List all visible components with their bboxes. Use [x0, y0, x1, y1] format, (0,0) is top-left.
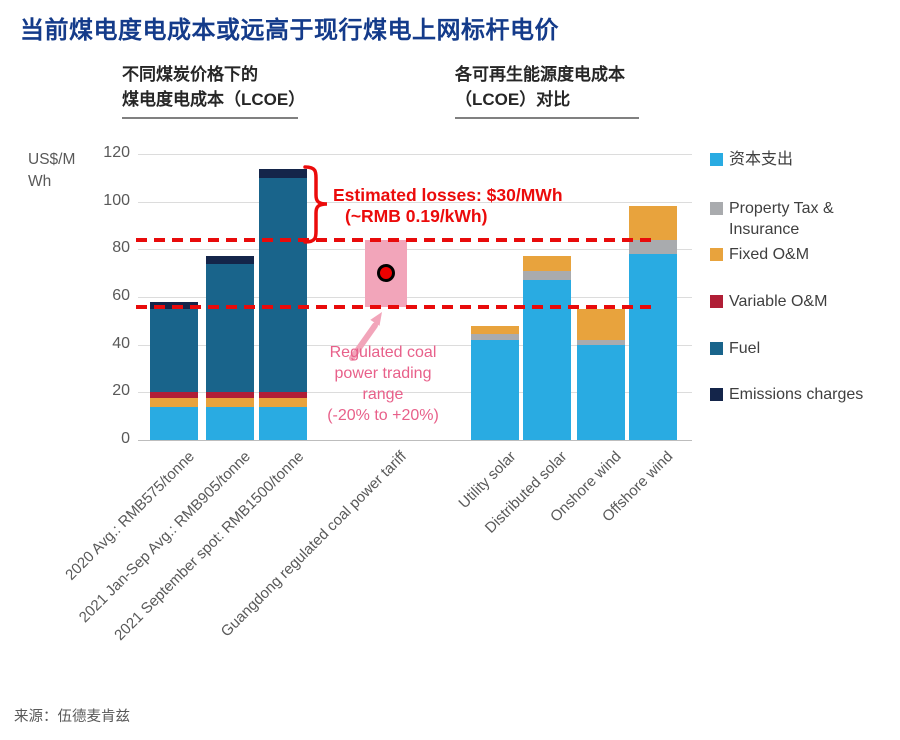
left-panel-subtitle-line2: 煤电度电成本（LCOE）	[122, 90, 306, 109]
gridline	[138, 201, 692, 203]
bar-segment-fixed_om	[576, 308, 625, 340]
legend-label-fuel: Fuel	[729, 340, 761, 357]
estimated-losses-line1: Estimated losses: $30/MWh	[333, 185, 563, 205]
gridline	[138, 392, 692, 394]
legend-swatch-variable_om	[710, 295, 723, 308]
y-tick-label: 0	[121, 430, 130, 447]
bar-segment-capital	[259, 406, 307, 440]
y-tick-label: 40	[112, 334, 130, 352]
losses-brace-icon	[303, 165, 328, 244]
lower-dashed-line	[136, 304, 651, 309]
right-panel-subtitle: 各可再生能源度电成本 （LCOE）对比	[455, 62, 625, 112]
legend-item-variable_om: Variable O&M	[710, 291, 891, 312]
bar-segment-property_tax	[471, 333, 519, 340]
legend-item-fuel: Fuel	[710, 338, 891, 359]
legend-swatch-capital	[710, 153, 723, 166]
y-tick-label: 20	[112, 382, 130, 400]
bar-segment-fixed_om	[628, 206, 677, 240]
right-panel-subtitle-line1: 各可再生能源度电成本	[455, 65, 625, 84]
bar-segment-fixed_om	[522, 256, 571, 271]
gridline	[138, 154, 692, 155]
right-panel-underline	[455, 117, 639, 119]
bar-segment-capital	[576, 344, 625, 440]
bar-segment-property_tax	[522, 270, 571, 281]
bar-segment-fuel	[150, 308, 198, 393]
y-tick-label: 120	[103, 144, 130, 161]
bar-segment-fixed_om	[150, 398, 198, 407]
trading-range-annotation: Regulated coal power trading range (-20%…	[327, 344, 439, 424]
upper-dashed-line	[136, 237, 651, 242]
bar-segment-variable_om	[205, 392, 254, 399]
bar-segment-emissions	[205, 256, 254, 264]
legend-swatch-fuel	[710, 342, 723, 355]
legend-item-fixed_om: Fixed O&M	[710, 244, 891, 265]
estimated-losses-line2: (~RMB 0.19/kWh)	[345, 206, 488, 226]
x-axis-label: 2021 September spot: RMB1500/tonne	[111, 448, 308, 644]
bar-segment-property_tax	[576, 339, 625, 345]
legend-item-emissions: Emissions charges	[710, 384, 891, 405]
left-panel-underline	[122, 117, 298, 119]
left-panel-subtitle-line1: 不同煤炭价格下的	[122, 65, 258, 84]
bar-segment-fuel	[259, 177, 307, 393]
legend-swatch-emissions	[710, 388, 723, 401]
bar-segment-fuel	[205, 263, 254, 393]
bar-segment-variable_om	[150, 392, 198, 399]
bar-segment-capital	[471, 339, 519, 440]
bar-segment-capital	[628, 254, 677, 440]
bar-segment-capital	[150, 406, 198, 440]
legend-swatch-fixed_om	[710, 248, 723, 261]
right-panel-subtitle-line2: （LCOE）对比	[455, 90, 571, 109]
estimated-losses-annotation: Estimated losses: $30/MWh (~RMB 0.19/kWh…	[333, 185, 563, 227]
bar-segment-fixed_om	[205, 398, 254, 407]
left-panel-subtitle: 不同煤炭价格下的 煤电度电成本（LCOE）	[122, 62, 305, 112]
y-tick-label: 80	[112, 239, 130, 257]
bar-segment-fixed_om	[471, 325, 519, 334]
bar-segment-property_tax	[628, 239, 677, 255]
legend-label-variable_om: Variable O&M	[729, 293, 828, 310]
page-title: 当前煤电度电成本或远高于现行煤电上网标杆电价	[20, 17, 559, 44]
gridline	[138, 344, 692, 346]
legend-label-property_tax: Property Tax & Insurance	[729, 200, 834, 238]
x-axis-label: Guangdong regulated coal power tariff	[217, 448, 411, 641]
legend-swatch-property_tax	[710, 202, 723, 215]
legend-label-emissions: Emissions charges	[729, 386, 864, 403]
bar-segment-capital	[205, 406, 254, 440]
trading-range-arrow-icon	[349, 312, 382, 361]
y-tick-label: 100	[103, 191, 130, 209]
bar-segment-fixed_om	[259, 398, 307, 407]
gridline	[138, 249, 692, 251]
legend-label-capital: 资本支出	[729, 151, 794, 168]
legend-item-capital: 资本支出	[710, 149, 891, 170]
gridline	[138, 297, 692, 298]
legend-item-property_tax: Property Tax & Insurance	[710, 198, 891, 240]
x-axis-line	[138, 440, 692, 441]
bar-segment-variable_om	[259, 392, 307, 399]
tariff-dot	[377, 264, 395, 283]
y-axis-unit-label: US$/M Wh	[28, 151, 76, 190]
legend-label-fixed_om: Fixed O&M	[729, 246, 810, 263]
bar-segment-emissions	[259, 169, 307, 178]
source-note: 来源：伍德麦肯兹	[14, 709, 130, 725]
y-tick-label: 60	[112, 287, 130, 304]
